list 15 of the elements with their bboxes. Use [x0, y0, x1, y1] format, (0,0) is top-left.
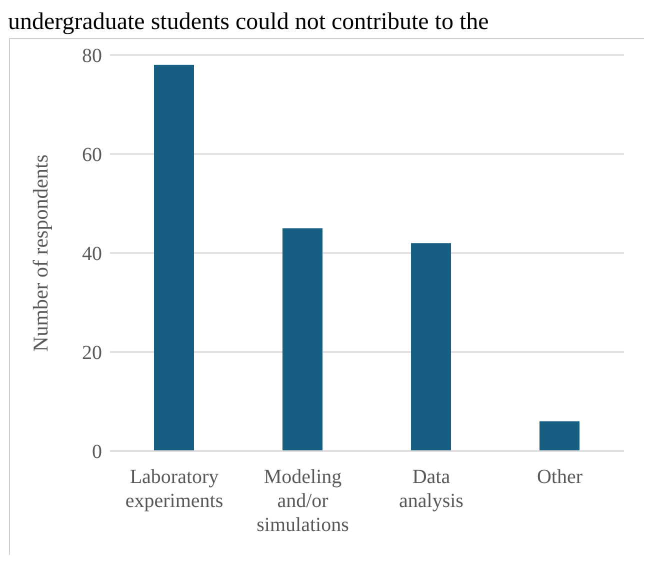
x-tick-label: Modeling and/or simulations	[256, 466, 350, 536]
bar	[282, 228, 322, 451]
x-tick-label: Other	[536, 466, 583, 488]
x-tick-label: Laboratory experiments	[125, 466, 224, 512]
bar	[154, 64, 194, 451]
bar	[540, 421, 580, 451]
y-tick-label: 20	[82, 342, 102, 364]
x-tick-label: Data analysis	[399, 466, 464, 512]
bar	[411, 243, 451, 451]
y-tick-label: 60	[82, 144, 102, 166]
y-tick-label: 40	[82, 243, 102, 266]
y-axis-title: Number of respondents	[28, 154, 52, 352]
chart-title: undergraduate students could not contribute to the	[8, 8, 490, 36]
y-tick-label: 80	[82, 45, 102, 68]
y-tick-label: 0	[92, 441, 102, 464]
